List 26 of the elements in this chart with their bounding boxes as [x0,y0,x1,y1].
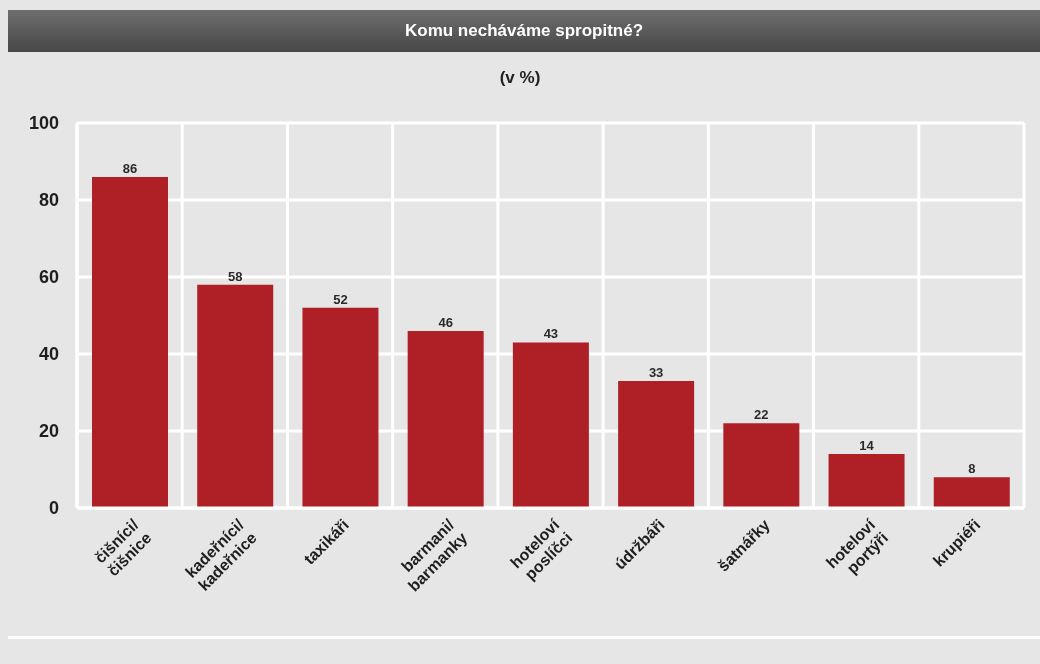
bar [723,423,800,508]
data-label: 86 [122,160,138,176]
chart-title: Komu necháváme spropitné? [8,10,1040,52]
y-tick-label: 80 [38,190,59,211]
data-label: 43 [543,326,559,342]
bar [512,342,589,508]
y-tick-label: 100 [28,113,59,134]
bar [618,380,695,508]
data-label: 14 [859,438,875,454]
data-label: 58 [227,268,243,284]
bar [933,477,1010,508]
bar [197,284,274,508]
bar [407,330,484,508]
bar [302,307,379,508]
data-label: 52 [333,291,348,307]
bar [92,176,168,508]
y-tick-label: 0 [48,498,59,519]
bar [828,454,905,508]
y-tick-label: 40 [38,344,59,365]
data-label: 22 [754,407,769,423]
chart-subtitle: (v %) [498,68,542,88]
data-label: 33 [648,364,664,380]
data-label: 8 [968,461,976,477]
data-label: 46 [438,314,453,330]
y-tick-label: 60 [38,267,59,288]
y-tick-label: 20 [38,421,59,442]
